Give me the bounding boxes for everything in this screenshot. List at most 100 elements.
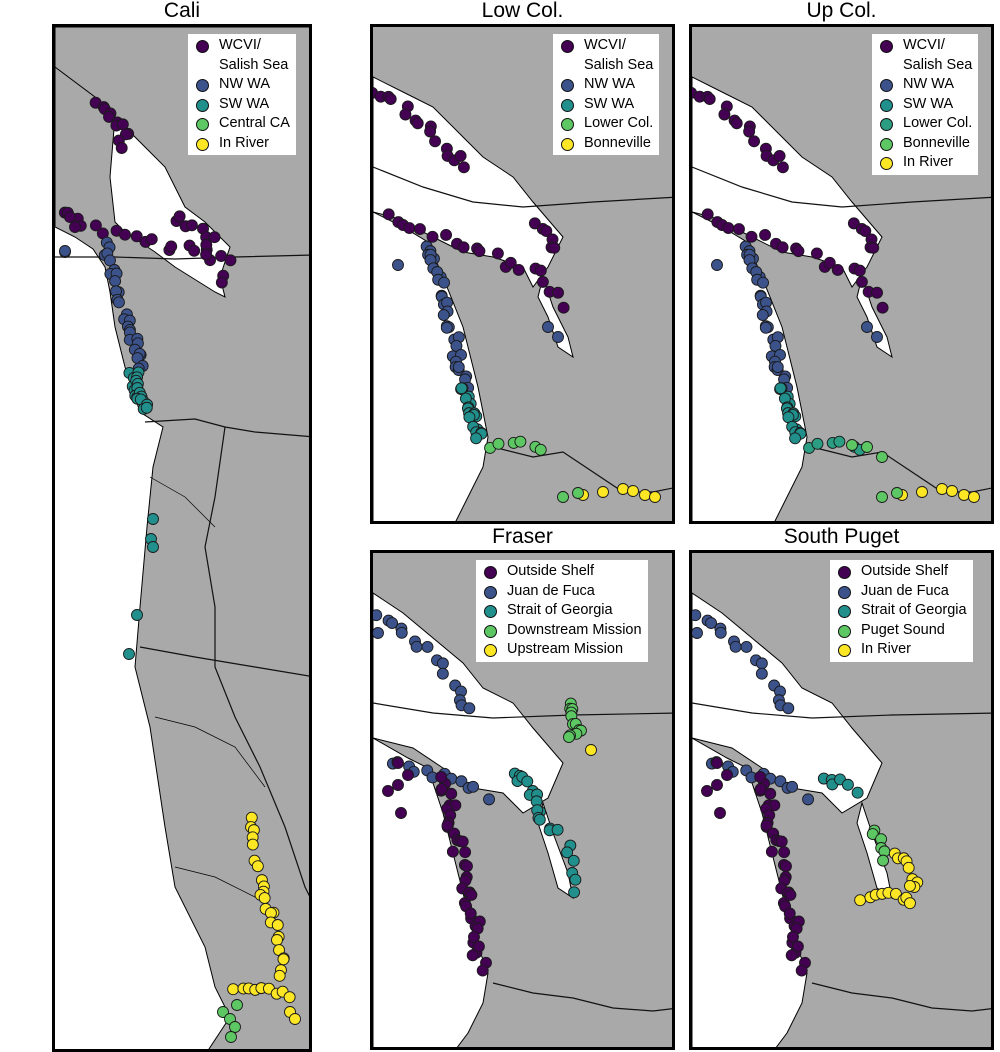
map-point: [861, 441, 873, 453]
map-panel-low-col: Low Col. WCVI/ Salish Sea NW WA SW WA Lower…: [370, 0, 675, 524]
legend-item: Strait of Georgia: [482, 601, 642, 621]
legend-label: Downstream Mission: [507, 621, 642, 638]
legend-label: Strait of Georgia: [861, 602, 967, 618]
map-point: [729, 640, 742, 653]
legend-label: Juan de Fuca: [861, 582, 949, 599]
map-point: [903, 879, 916, 892]
map-point: [846, 439, 858, 451]
legend-label: Juan de Fuca: [507, 582, 595, 599]
legend-swatch: [880, 137, 893, 151]
map-point: [188, 244, 201, 257]
map-legend: WCVI/ Salish Sea NW WA SW WA Lower Col. Bonn…: [872, 34, 979, 175]
map-point: [904, 897, 916, 910]
map-point: [426, 230, 439, 243]
map-point: [569, 873, 582, 886]
legend-swatch: [484, 605, 497, 618]
ocean: [373, 211, 489, 521]
map-point: [457, 161, 470, 174]
map-point: [783, 907, 796, 920]
legend-swatch: [838, 644, 851, 657]
legend-item: Central CA: [194, 114, 290, 134]
river: [154, 716, 266, 788]
map-point: [802, 793, 815, 806]
map-point: [764, 787, 777, 800]
map-point: [811, 437, 824, 450]
map-point: [568, 886, 581, 899]
map-point: [791, 940, 804, 953]
border: [373, 166, 672, 208]
map-point: [246, 838, 259, 851]
legend-swatch: [838, 605, 851, 618]
map-canvas: [692, 27, 991, 521]
legend-item: Juan de Fuca: [482, 582, 642, 602]
map-point: [140, 401, 153, 414]
map-point: [649, 491, 661, 503]
map-point: [714, 626, 727, 639]
map-point: [165, 240, 178, 253]
legend-item: In River: [878, 153, 972, 173]
map-point: [552, 331, 564, 343]
map-point: [466, 949, 479, 962]
map-point: [756, 309, 769, 322]
map-canvas: [55, 27, 309, 1049]
map-point: [414, 223, 426, 236]
legend-item: NW WA: [878, 75, 972, 95]
map-point: [217, 1006, 229, 1018]
legend-swatch: [484, 624, 497, 638]
map-point: [552, 286, 564, 299]
legend-swatch: [838, 585, 851, 599]
map-point: [461, 860, 473, 873]
map-point: [759, 229, 772, 241]
map-point: [831, 263, 844, 276]
legend-swatch: [196, 79, 209, 92]
panel-title: Up Col.: [806, 0, 877, 22]
map-point: [456, 835, 469, 848]
map-point: [258, 892, 271, 905]
map-point: [782, 702, 795, 715]
legend-item: Lower Col.: [878, 114, 972, 134]
legend-item: In River: [836, 640, 967, 660]
map-point: [467, 780, 480, 793]
map-point: [567, 854, 580, 867]
legend-item: Bonneville: [878, 134, 972, 154]
map-point: [476, 964, 489, 977]
map-panel-cali: Cali WCVI/ Salish Sea NW WA SW WA Central C…: [52, 0, 312, 1052]
legend-label: SW WA: [219, 95, 270, 112]
map-point: [854, 894, 867, 907]
map-point: [714, 807, 726, 819]
legend-label: NW WA: [219, 76, 271, 92]
map-point: [435, 783, 448, 796]
map-point: [540, 225, 553, 237]
border: [373, 702, 672, 719]
map-point: [876, 301, 889, 314]
legend-label: Upstream Mission: [507, 641, 624, 657]
legend-swatch: [484, 585, 497, 599]
legend-item: Upstream Mission: [482, 640, 642, 660]
map-point: [534, 443, 547, 456]
map-point: [470, 432, 483, 445]
map-point: [147, 513, 159, 525]
legend-item: Lower Col.: [559, 114, 653, 134]
legend-label: Outside Shelf: [507, 563, 595, 579]
map-point: [853, 264, 866, 277]
legend-label: Lower Col.: [903, 115, 973, 131]
map-point: [455, 382, 468, 395]
legend-label: NW WA: [903, 76, 955, 92]
map-point: [785, 949, 798, 962]
map-point: [512, 263, 525, 276]
map-point: [855, 275, 868, 288]
map-point: [743, 125, 756, 138]
map-point: [521, 775, 534, 788]
legend-swatch: [561, 98, 574, 112]
map-point: [627, 485, 639, 497]
map-point: [851, 786, 864, 799]
legend-swatch: [196, 98, 209, 112]
map-point: [692, 627, 703, 639]
map-point: [445, 787, 458, 800]
map-point: [795, 964, 808, 977]
map-point: [229, 1021, 241, 1033]
map-point: [59, 245, 71, 257]
map-point: [69, 221, 81, 233]
legend-swatch: [196, 40, 209, 53]
map-point: [572, 487, 584, 499]
